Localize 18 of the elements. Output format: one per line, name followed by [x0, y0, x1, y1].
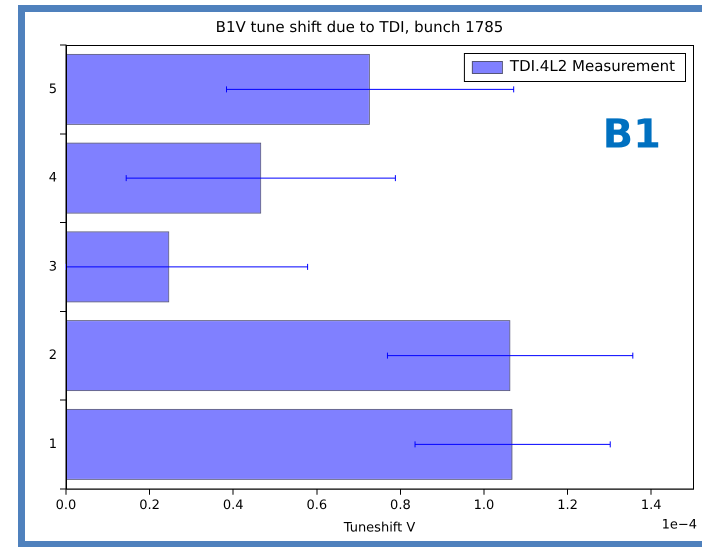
x-tick-label: 0.4 [222, 498, 244, 513]
x-tick-label: 1.2 [557, 498, 578, 513]
legend-label: TDI.4L2 Measurement [508, 56, 676, 75]
x-axis-title: Tuneshift V [342, 520, 416, 536]
x-tick-label: 0.8 [390, 498, 411, 513]
y-tick-label: 2 [48, 348, 57, 364]
x-tick-label: 1.0 [474, 498, 494, 513]
x-tick-label: 0.6 [306, 498, 328, 513]
y-tick-label: 4 [48, 170, 57, 186]
annotation: B1 [602, 111, 661, 158]
y-tick-label: 3 [48, 259, 57, 274]
x-tick-label: 0.2 [139, 498, 160, 513]
x-tick-label: 0.0 [56, 498, 76, 513]
y-tick-label: 1 [48, 436, 57, 452]
x-tick-label: 1.4 [640, 498, 662, 513]
y-tick-label: 5 [48, 82, 57, 97]
chart-title: B1V tune shift due to TDI, bunch 1785 [216, 18, 504, 36]
text: 1e−4 [662, 518, 697, 533]
